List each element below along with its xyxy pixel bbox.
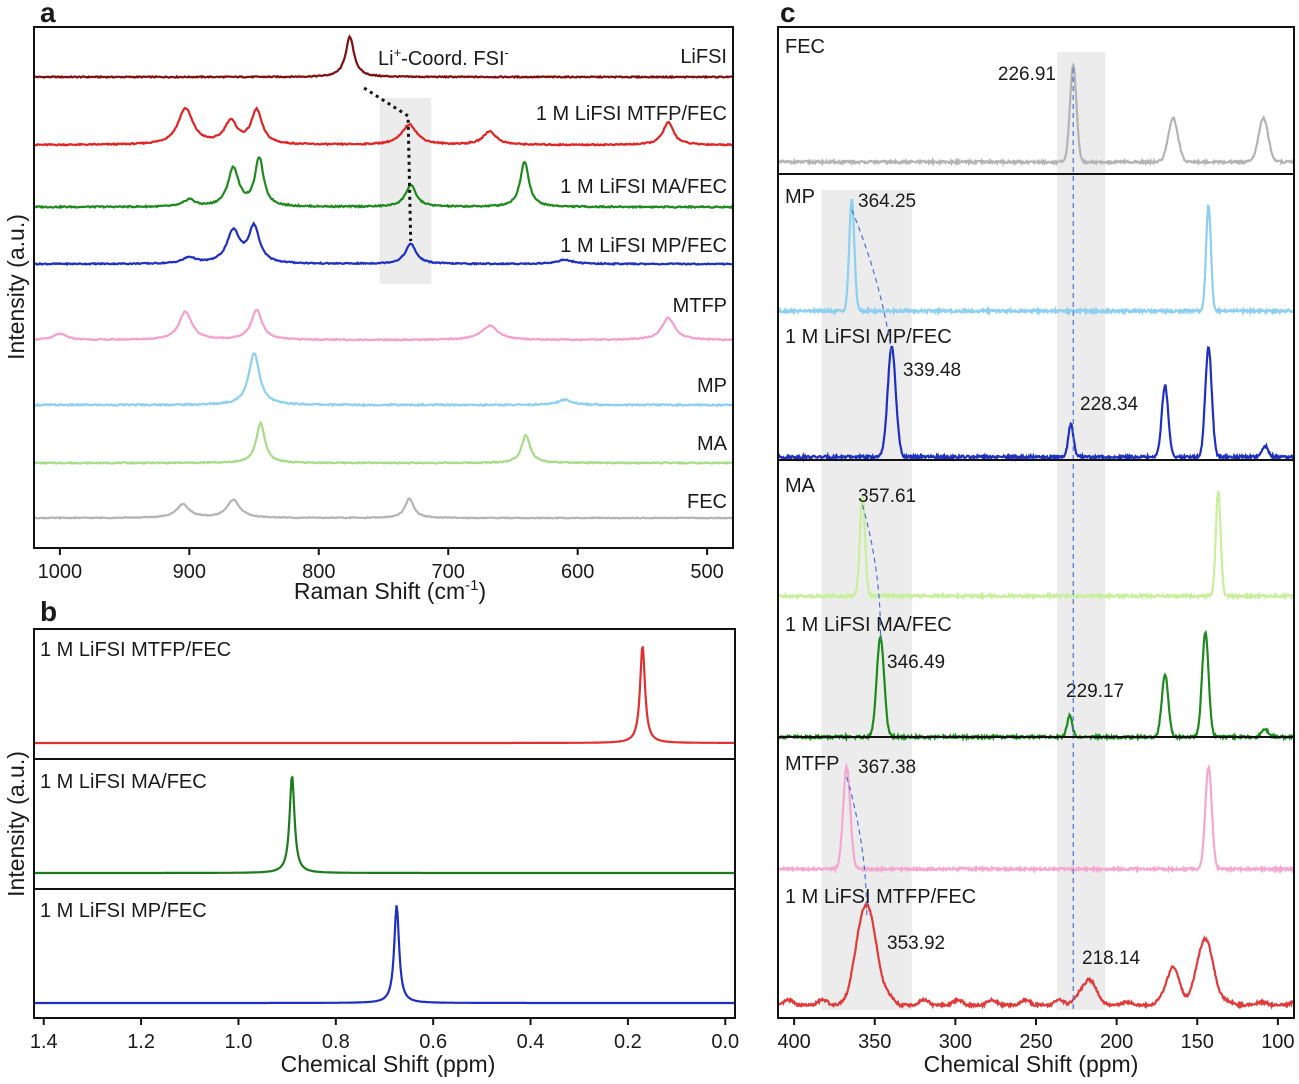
spectrum-line — [33, 221, 734, 267]
series-label: MTFP — [785, 753, 839, 775]
spectrum-line — [33, 352, 734, 408]
x-tick-label: 900 — [173, 561, 206, 583]
peak-label: 218.14 — [1082, 948, 1141, 969]
peak-label: 228.34 — [1080, 394, 1139, 415]
x-tick-label: 100 — [1261, 1031, 1294, 1053]
plot-frame — [33, 628, 736, 1019]
peak-label: 357.61 — [858, 486, 916, 507]
panel-letter: c — [780, 0, 796, 28]
series-label: 1 M LiFSI MA/FEC — [785, 614, 952, 636]
plot-frame — [33, 26, 734, 549]
peak-label: 229.17 — [1066, 681, 1124, 702]
panel-letter: a — [40, 0, 56, 28]
x-axis-title: Chemical Shift (ppm) — [281, 1051, 496, 1077]
spectrum-line — [777, 198, 1295, 317]
peak-label: 353.92 — [887, 933, 945, 954]
x-tick-label: 150 — [1181, 1031, 1214, 1053]
x-tick-label: 800 — [302, 561, 335, 583]
series-label: MP — [697, 375, 727, 397]
series-label: MP — [785, 186, 815, 208]
x-tick-label: 400 — [777, 1031, 810, 1053]
highlight-band — [821, 190, 912, 1010]
spectrum-line — [34, 905, 735, 1005]
series-label: FEC — [785, 36, 825, 58]
series-label: 1 M LiFSI MP/FEC — [40, 900, 207, 922]
series-label: FEC — [687, 491, 727, 513]
spectrum-line — [34, 776, 735, 875]
panel-c: FEC 226.91 MP 364.25 1 M LiFSI MP/FEC 339.48 2… — [776, 0, 1296, 1077]
x-tick-label: 250 — [1019, 1031, 1052, 1053]
spectrum-line — [777, 490, 1295, 602]
x-axis-title: Raman Shift (cm-1) — [294, 577, 486, 604]
spectrum-line — [33, 308, 734, 342]
x-tick-label: 700 — [432, 561, 465, 583]
spectrum-line — [776, 62, 1295, 167]
x-tick-label: 600 — [561, 561, 594, 583]
spectrum-line — [777, 901, 1295, 1010]
series-label: 1 M LiFSI MTFP/FEC — [40, 639, 231, 661]
panel-a: Li+-Coord. FSI- LiFSI 1 M LiFSI MTFP/FEC 1 … — [3, 0, 734, 604]
x-tick-label: 1.0 — [225, 1031, 253, 1053]
peak-label: 346.49 — [887, 652, 945, 673]
peak-label: 339.48 — [903, 360, 961, 381]
peak-label: 364.25 — [858, 191, 916, 212]
y-axis-title: Intensity (a.u.) — [3, 214, 29, 360]
x-tick-label: 1000 — [38, 561, 83, 583]
x-axis-title: Chemical Shift (ppm) — [924, 1051, 1139, 1077]
series-label: 1 M LiFSI MA/FEC — [40, 771, 207, 793]
y-axis-title: Intensity (a.u.) — [3, 751, 29, 897]
x-tick-label: 500 — [690, 561, 723, 583]
series-label: 1 M LiFSI MP/FEC — [785, 326, 952, 348]
shift-guide-line — [363, 86, 413, 242]
series-label: LiFSI — [680, 46, 727, 68]
annotation-label: Li+-Coord. FSI- — [378, 45, 509, 70]
x-tick-label: 350 — [858, 1031, 891, 1053]
spectrum-line — [34, 420, 734, 466]
x-tick-label: 0.8 — [322, 1031, 350, 1053]
spectrum-line — [33, 156, 734, 210]
x-tick-label: 0.0 — [711, 1031, 739, 1053]
x-tick-label: 1.4 — [30, 1031, 58, 1053]
series-label: MA — [785, 475, 816, 497]
series-label: MA — [697, 433, 728, 455]
x-tick-label: 1.2 — [127, 1031, 155, 1053]
x-tick-label: 200 — [1100, 1031, 1133, 1053]
peak-label: 226.91 — [998, 64, 1056, 85]
x-tick-label: 0.4 — [517, 1031, 545, 1053]
spectrum-line — [34, 646, 735, 745]
spectrum-line — [33, 34, 734, 80]
shift-guide-line — [861, 504, 882, 641]
series-label: 1 M LiFSI MTFP/FEC — [785, 886, 976, 908]
spectrum-line — [33, 497, 734, 520]
series-label: 1 M LiFSI MTFP/FEC — [536, 103, 727, 125]
series-label: MTFP — [673, 295, 727, 317]
shift-guide-line — [851, 209, 893, 356]
x-tick-label: 300 — [939, 1031, 972, 1053]
peak-label: 367.38 — [858, 757, 916, 778]
panel-b: 1 M LiFSI MTFP/FEC 1 M LiFSI MA/FEC 1 M Li… — [3, 596, 739, 1077]
x-tick-label: 0.6 — [419, 1031, 447, 1053]
series-label: 1 M LiFSI MA/FEC — [560, 176, 727, 198]
panel-letter: b — [40, 596, 57, 627]
spectrum-line — [777, 345, 1295, 463]
highlight-band — [1056, 52, 1106, 1010]
spectrum-line — [34, 106, 734, 147]
series-label: 1 M LiFSI MP/FEC — [560, 235, 727, 257]
x-tick-label: 0.2 — [614, 1031, 642, 1053]
